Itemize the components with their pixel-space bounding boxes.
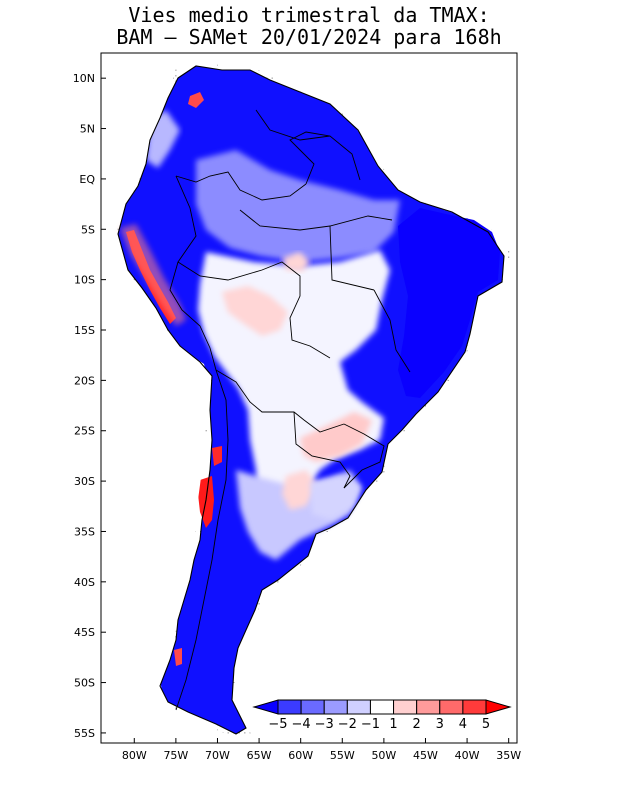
lon-tick-label: 45W [413, 749, 438, 762]
zone-strong-positive-bias-chile-north [212, 446, 222, 466]
zone-positive-bias-argentina [282, 470, 318, 510]
zone-positive-bias-colombia [188, 92, 204, 108]
lat-tick-label: 50S [74, 677, 95, 690]
lat-tick-label: 55S [74, 727, 95, 740]
longitude-axis: 80W 75W 70W 65W 60W 55W 50W 45W 40W 35W [122, 738, 521, 762]
zone-strong-negative-bias-northeast [398, 208, 500, 398]
colorbar-swatch [439, 699, 464, 715]
colorbar-label: 4 [459, 717, 467, 732]
lon-tick-label: 65W [247, 749, 272, 762]
lon-tick-label: 35W [496, 749, 521, 762]
colorbar-label: 1 [389, 717, 397, 732]
colorbar: −5 −4 −3 −2 −1 1 2 3 4 5 [252, 699, 512, 732]
zone-positive-bias-patagonia [174, 648, 182, 666]
lon-tick-label: 80W [122, 749, 147, 762]
lat-tick-label: 5S [81, 223, 95, 236]
zone-positive-bias-peru-halo [120, 224, 186, 326]
colorbar-swatch [346, 699, 371, 715]
map-frame-border [100, 52, 518, 744]
lat-tick-label: 15S [74, 324, 95, 337]
lat-tick-label: 30S [74, 475, 95, 488]
colorbar-label: −2 [338, 717, 357, 732]
zone-light-blue-north [196, 150, 400, 262]
colorbar-swatch [393, 699, 418, 715]
map-title-line-1: Vies medio trimestral da TMAX: [128, 3, 490, 27]
colorbar-arrow-right [485, 699, 512, 715]
ocean-mask-pacific [101, 53, 246, 743]
lat-tick-label: 40S [74, 576, 95, 589]
lat-tick-label: 5N [80, 123, 95, 136]
latitude-axis: 10N 5N EQ 5S 10S 15S 20S 25S 30S 35S 40S 45S 50S 55S [73, 72, 106, 740]
zone-positive-bias-parana [300, 412, 372, 462]
colorbar-label: 2 [413, 717, 421, 732]
map-title-line-2: BAM – SAMet 20/01/2024 para 168h [116, 25, 502, 49]
zone-positive-bias-bolivia [222, 286, 288, 336]
lat-tick-label: EQ [79, 173, 95, 186]
lon-tick-label: 55W [330, 749, 355, 762]
colorbar-label: −1 [361, 717, 380, 732]
lat-tick-label: 20S [74, 374, 95, 387]
lon-tick-label: 70W [205, 749, 230, 762]
ocean-mask-northeast [190, 53, 517, 250]
colorbar-label: 5 [482, 717, 490, 732]
country-borders [169, 109, 411, 711]
colorbar-swatch [300, 699, 325, 715]
lon-tick-label: 50W [371, 749, 396, 762]
lat-tick-label: 25S [74, 425, 95, 438]
colorbar-swatch [462, 699, 487, 715]
colorbar-swatch [369, 699, 395, 715]
colorbar-swatch [416, 699, 441, 715]
lon-tick-label: 60W [288, 749, 313, 762]
zone-light-blue-uruguay [310, 476, 360, 520]
lat-tick-label: 35S [74, 525, 95, 538]
bias-field [101, 53, 517, 743]
colorbar-label: 3 [436, 717, 444, 732]
colorbar-swatch [277, 699, 302, 715]
lon-tick-label: 40W [455, 749, 480, 762]
coastline [117, 65, 505, 735]
lat-tick-label: 10S [74, 274, 95, 287]
colorbar-label: −4 [292, 717, 311, 732]
colorbar-label: −5 [268, 717, 287, 732]
colorbar-label: −3 [315, 717, 334, 732]
lat-tick-label: 45S [74, 626, 95, 639]
ocean-mask-south-atlantic [234, 256, 517, 743]
lon-tick-label: 75W [163, 749, 188, 762]
colorbar-swatch [323, 699, 348, 715]
lat-tick-label: 10N [73, 72, 95, 85]
